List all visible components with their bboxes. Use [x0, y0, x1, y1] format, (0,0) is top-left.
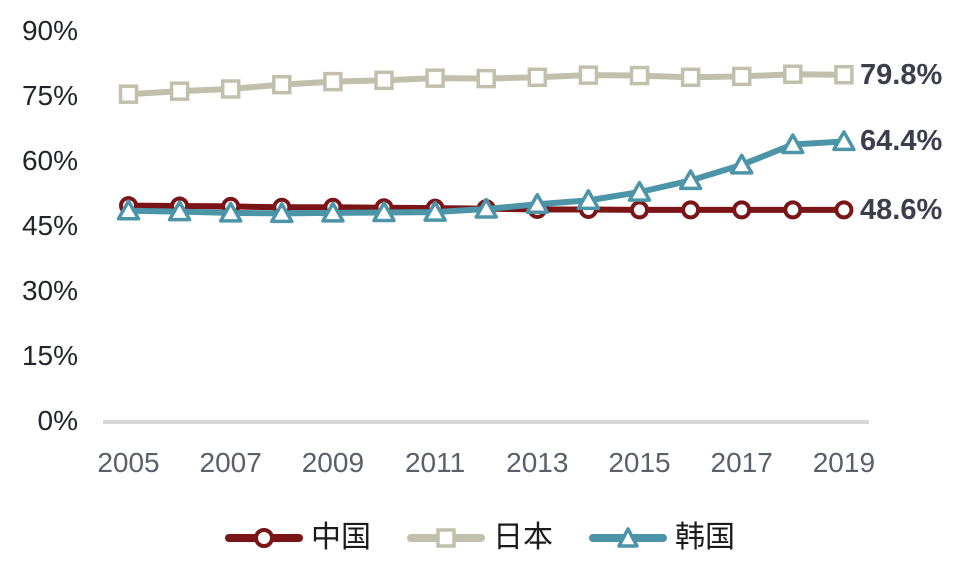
legend-item-korea: 韩国	[589, 519, 735, 557]
marker-korea	[116, 199, 141, 221]
marker-japan	[118, 84, 139, 104]
marker-japan	[476, 68, 496, 89]
x-axis-tick-label: 2015	[608, 447, 671, 478]
end-label-japan: 79.8%	[860, 58, 943, 91]
marker-korea	[576, 189, 601, 211]
y-axis-tick-label: 0%	[37, 404, 78, 436]
marker-japan	[272, 74, 292, 95]
legend-marker-circle-icon	[225, 528, 303, 548]
marker-china	[681, 200, 701, 220]
legend-label-japan: 日本	[493, 521, 553, 554]
marker-korea	[832, 130, 856, 152]
marker-korea	[372, 201, 396, 223]
marker-japan	[578, 65, 599, 85]
marker-japan	[680, 67, 701, 88]
end-label-china: 48.6%	[860, 193, 943, 226]
marker-japan	[783, 64, 803, 85]
legend-item-china: 中国	[225, 519, 371, 557]
marker-japan	[374, 70, 394, 91]
legend-label-china: 中国	[311, 521, 371, 554]
x-axis-tick-label: 2019	[812, 447, 876, 478]
x-axis-tick-label: 2017	[710, 447, 773, 478]
x-axis-tick-label: 2005	[97, 447, 160, 478]
y-axis-tick-label: 75%	[21, 79, 78, 111]
marker-korea	[423, 200, 447, 222]
marker-japan	[629, 65, 650, 86]
marker-korea	[321, 201, 345, 223]
marker-china	[783, 200, 803, 220]
y-axis-tick-label: 90%	[21, 14, 78, 46]
marker-korea	[729, 153, 754, 175]
marker-korea	[167, 200, 192, 222]
marker-korea	[474, 197, 498, 219]
marker-japan	[425, 68, 445, 88]
x-axis-tick-label: 2011	[404, 447, 466, 478]
marker-japan	[220, 79, 241, 99]
marker-korea	[627, 180, 652, 202]
x-axis-tick-label: 2009	[301, 447, 365, 478]
legend-marker-square-icon	[407, 528, 485, 548]
marker-japan	[169, 81, 190, 101]
x-axis-tick-label: 2007	[199, 447, 262, 478]
x-axis-tick-label: 2013	[506, 447, 569, 478]
end-label-korea: 64.4%	[860, 125, 943, 158]
marker-china	[834, 200, 854, 220]
marker-china	[630, 200, 649, 220]
marker-korea	[218, 201, 243, 223]
legend-label-korea: 韩国	[675, 521, 735, 554]
legend-item-japan: 日本	[407, 519, 553, 557]
marker-korea	[678, 169, 703, 191]
y-axis-tick-label: 15%	[21, 339, 78, 371]
y-axis-tick-label: 30%	[21, 274, 78, 306]
marker-japan	[834, 64, 854, 85]
legend-marker-triangle-icon	[589, 527, 667, 548]
marker-japan	[323, 71, 343, 92]
marker-korea	[270, 202, 294, 224]
marker-japan	[731, 66, 752, 87]
legend: 中国 日本 韩国	[0, 519, 960, 557]
marker-china	[732, 200, 752, 220]
y-axis-tick-label: 45%	[21, 209, 78, 241]
marker-japan	[527, 67, 548, 88]
marker-korea	[525, 193, 550, 215]
marker-korea	[781, 133, 805, 155]
y-axis-tick-label: 60%	[21, 144, 78, 176]
